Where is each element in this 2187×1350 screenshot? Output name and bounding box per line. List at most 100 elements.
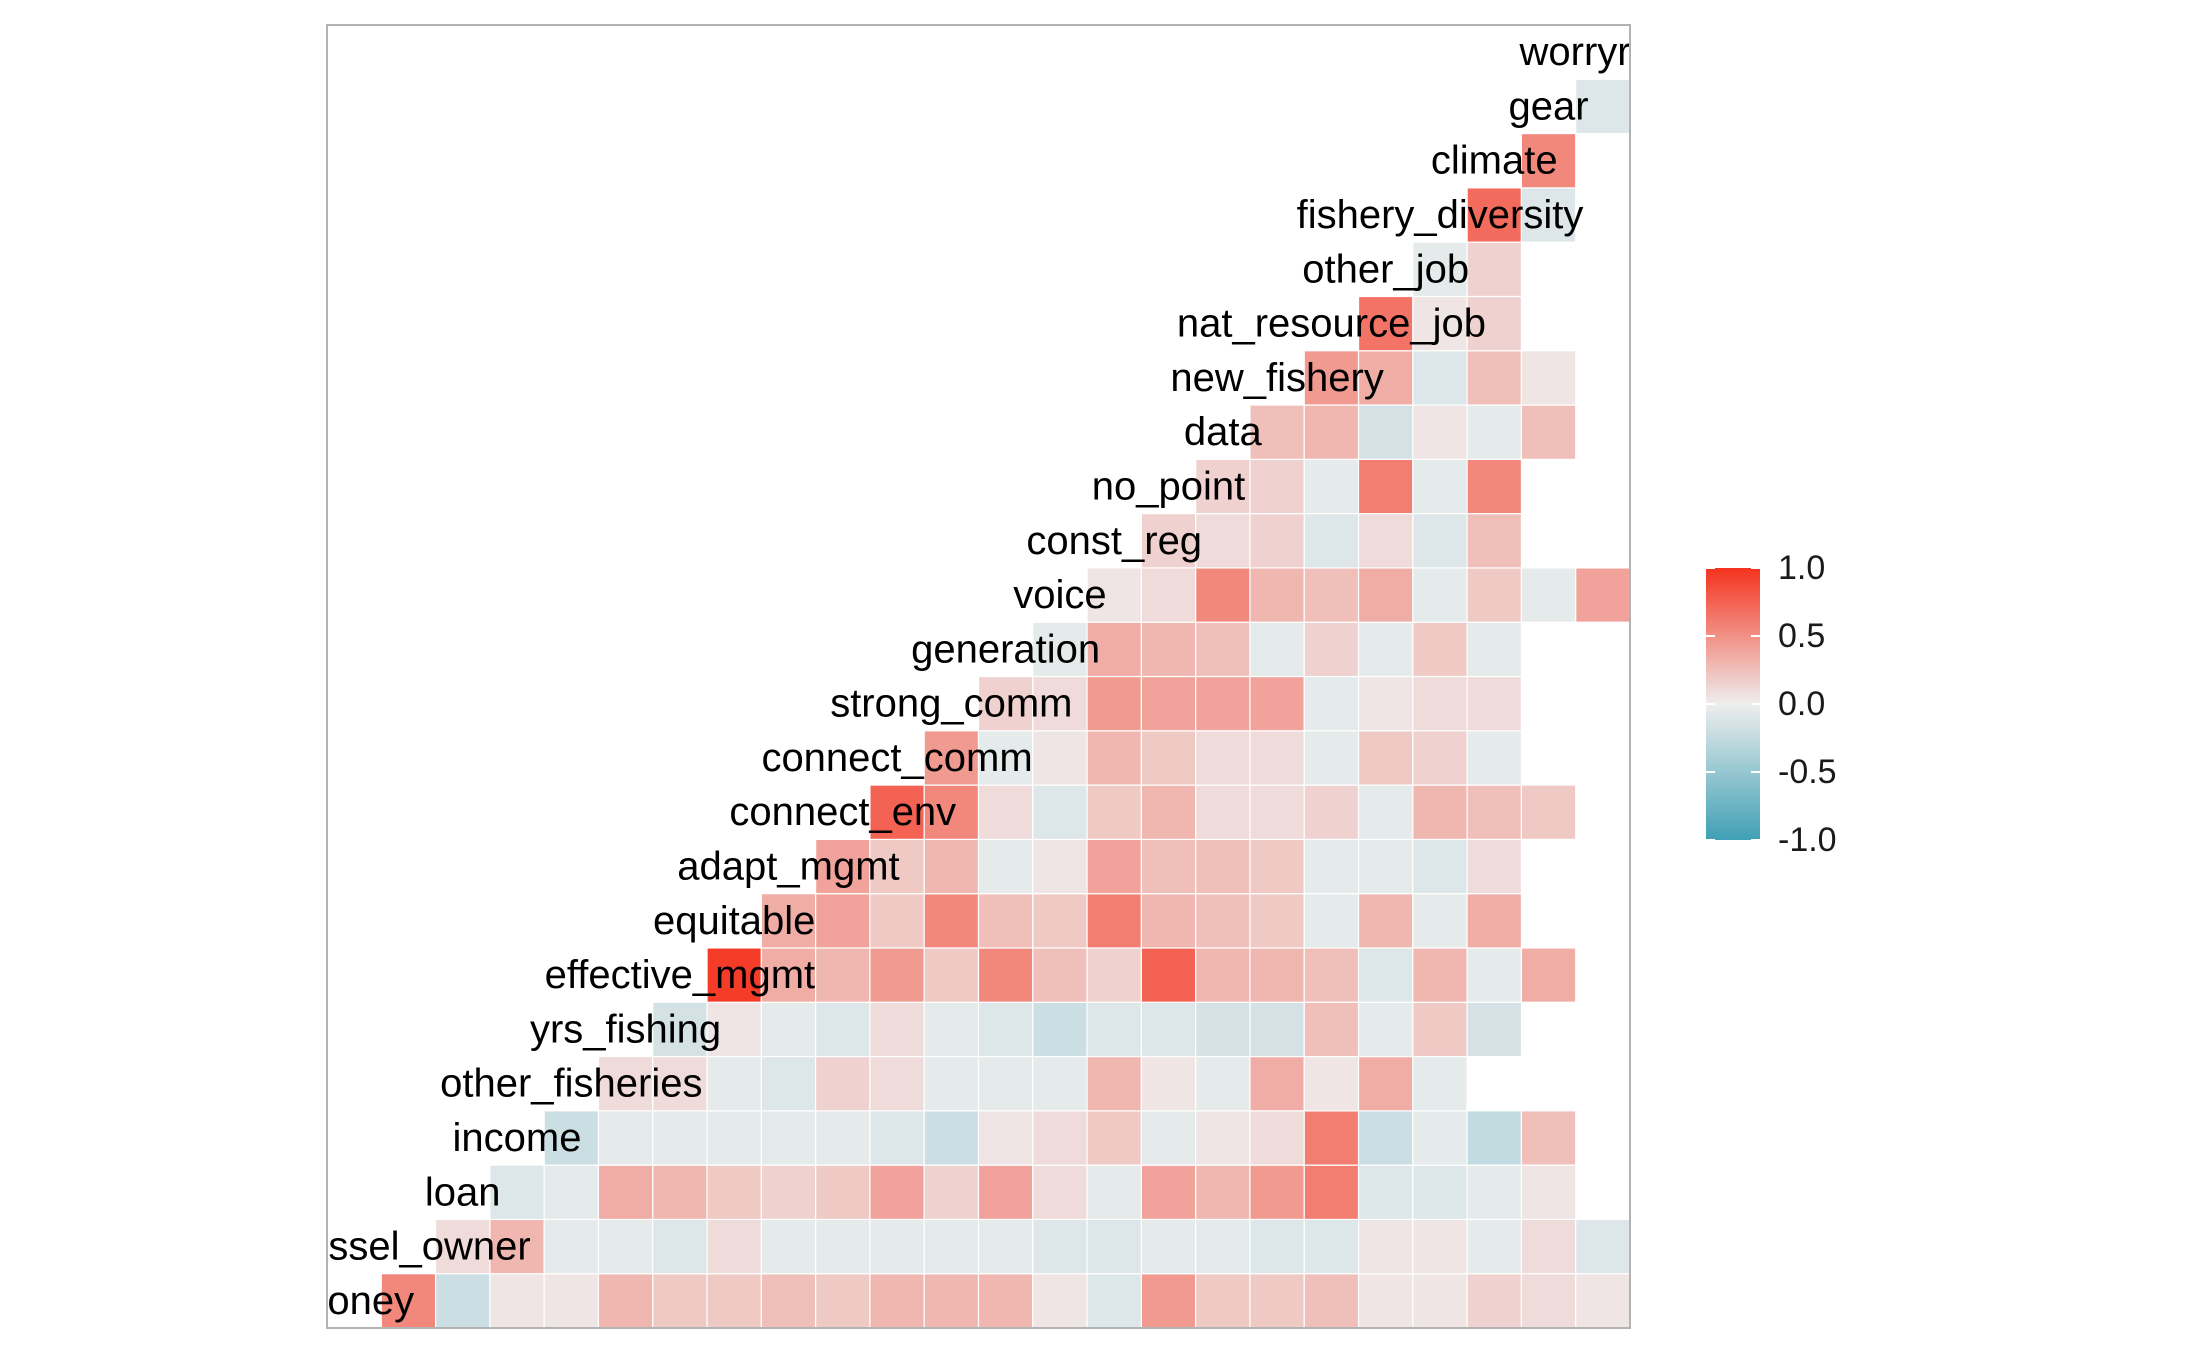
heatmap-cell — [1357, 1001, 1414, 1058]
heatmap-cell — [1140, 947, 1197, 1003]
heatmap-cell — [652, 1273, 708, 1329]
heatmap-cell — [489, 1164, 545, 1221]
heatmap-cell — [1249, 893, 1305, 949]
heatmap-cell — [1357, 1164, 1414, 1221]
variable-label: worryrate — [1518, 30, 1686, 74]
heatmap-cell — [1466, 730, 1523, 786]
heatmap-cell — [1195, 1001, 1251, 1058]
heatmap-cell — [923, 1001, 980, 1058]
heatmap-cell — [1412, 893, 1468, 949]
heatmap-cell — [1412, 1055, 1468, 1112]
heatmap-cell — [1520, 404, 1577, 460]
heatmap-cell — [1086, 1055, 1142, 1112]
heatmap-cell — [1086, 1273, 1142, 1329]
heatmap-cell — [1195, 1273, 1251, 1329]
heatmap-cell — [815, 947, 871, 1003]
heatmap-cell — [1357, 947, 1414, 1003]
heatmap-cell — [1357, 1218, 1414, 1275]
heatmap-cell — [1412, 567, 1468, 623]
heatmap-cell — [760, 947, 817, 1003]
heatmap-cell — [1086, 893, 1142, 949]
heatmap-cell — [1520, 947, 1577, 1003]
heatmap-cell — [1412, 1001, 1468, 1058]
heatmap-cell — [1249, 730, 1305, 786]
heatmap-cell — [1140, 1164, 1197, 1221]
heatmap-cell — [1357, 730, 1414, 786]
heatmap-cell — [380, 1273, 437, 1329]
heatmap-cell — [597, 1110, 654, 1166]
heatmap-cell — [977, 947, 1034, 1003]
variable-label: connect_env — [729, 790, 956, 834]
legend-tick-label: 0.0 — [1778, 685, 1825, 723]
heatmap-cell — [1303, 458, 1360, 515]
heatmap-cell — [597, 1273, 654, 1329]
heatmap-cell — [1140, 1218, 1197, 1275]
heatmap-cell — [1466, 893, 1523, 949]
heatmap-cell — [543, 1164, 600, 1221]
heatmap-cell — [1466, 621, 1523, 678]
heatmap-cell — [1249, 1273, 1305, 1329]
heatmap-cell — [597, 1055, 654, 1112]
variable-label: loan — [425, 1170, 501, 1214]
heatmap-cell — [1140, 730, 1197, 786]
heatmap-cell — [977, 1164, 1034, 1221]
heatmap-cell — [1195, 947, 1251, 1003]
heatmap-cell — [1303, 1110, 1360, 1166]
heatmap-cell — [1520, 1273, 1577, 1329]
heatmap-cell — [1195, 513, 1251, 569]
panel-border — [326, 24, 1631, 1329]
heatmap-cell — [1140, 675, 1197, 732]
heatmap-cell — [1086, 1110, 1142, 1166]
heatmap-cell — [1412, 730, 1468, 786]
heatmap-cell — [1195, 1055, 1251, 1112]
heatmap-cell — [1412, 621, 1468, 678]
heatmap-cell — [652, 1110, 708, 1166]
heatmap-cell — [977, 1055, 1034, 1112]
heatmap-cell — [1520, 132, 1577, 189]
legend-tick-label: 1.0 — [1778, 549, 1825, 587]
heatmap-cell — [1249, 458, 1305, 515]
variable-label: voice — [1013, 573, 1106, 617]
heatmap-cell — [869, 1164, 925, 1221]
heatmap-cell — [1249, 1110, 1305, 1166]
heatmap-cell — [1520, 1110, 1577, 1166]
heatmap-cell — [1412, 458, 1468, 515]
heatmap-cell — [1086, 784, 1142, 840]
heatmap-cell — [1140, 893, 1197, 949]
heatmap-cell — [869, 784, 925, 840]
heatmap-cell — [1032, 947, 1088, 1003]
heatmap-cell — [1032, 784, 1088, 840]
heatmap-cell — [1412, 838, 1468, 895]
heatmap-cell — [1032, 1001, 1088, 1058]
heatmap-cell — [1086, 947, 1142, 1003]
variable-label: effective_mgmt — [545, 953, 816, 997]
heatmap-cell — [1357, 675, 1414, 732]
heatmap-cell — [1575, 78, 1631, 135]
heatmap-cell — [815, 893, 871, 949]
heatmap-cell — [1466, 1164, 1523, 1221]
heatmap-cell — [1249, 1164, 1305, 1221]
heatmap-cell — [977, 1001, 1034, 1058]
heatmap-cell — [1195, 1164, 1251, 1221]
heatmap-cell — [1357, 567, 1414, 623]
heatmap-cell — [1412, 1218, 1468, 1275]
color-legend: 1.0 0.5 0.0 -0.5 -1.0 — [1706, 549, 1837, 859]
variable-label: other_job — [1302, 247, 1469, 291]
heatmap-cell — [1357, 838, 1414, 895]
heatmap-cell — [1032, 1110, 1088, 1166]
heatmap-cell — [1412, 947, 1468, 1003]
heatmap-cell — [815, 1273, 871, 1329]
variable-label: equitable — [653, 899, 815, 943]
heatmap-cell — [1303, 350, 1360, 406]
heatmap-cell — [1357, 1055, 1414, 1112]
heatmap-cell — [977, 1273, 1034, 1329]
variable-label: gear — [1509, 84, 1589, 128]
variable-label: income — [453, 1116, 582, 1160]
heatmap-cell — [869, 1218, 925, 1275]
heatmap-cell — [1466, 241, 1523, 298]
heatmap-cell — [597, 1164, 654, 1221]
variable-label: adapt_mgmt — [677, 845, 899, 889]
heatmap-cell — [1466, 187, 1523, 243]
heatmap-cell — [1520, 784, 1577, 840]
